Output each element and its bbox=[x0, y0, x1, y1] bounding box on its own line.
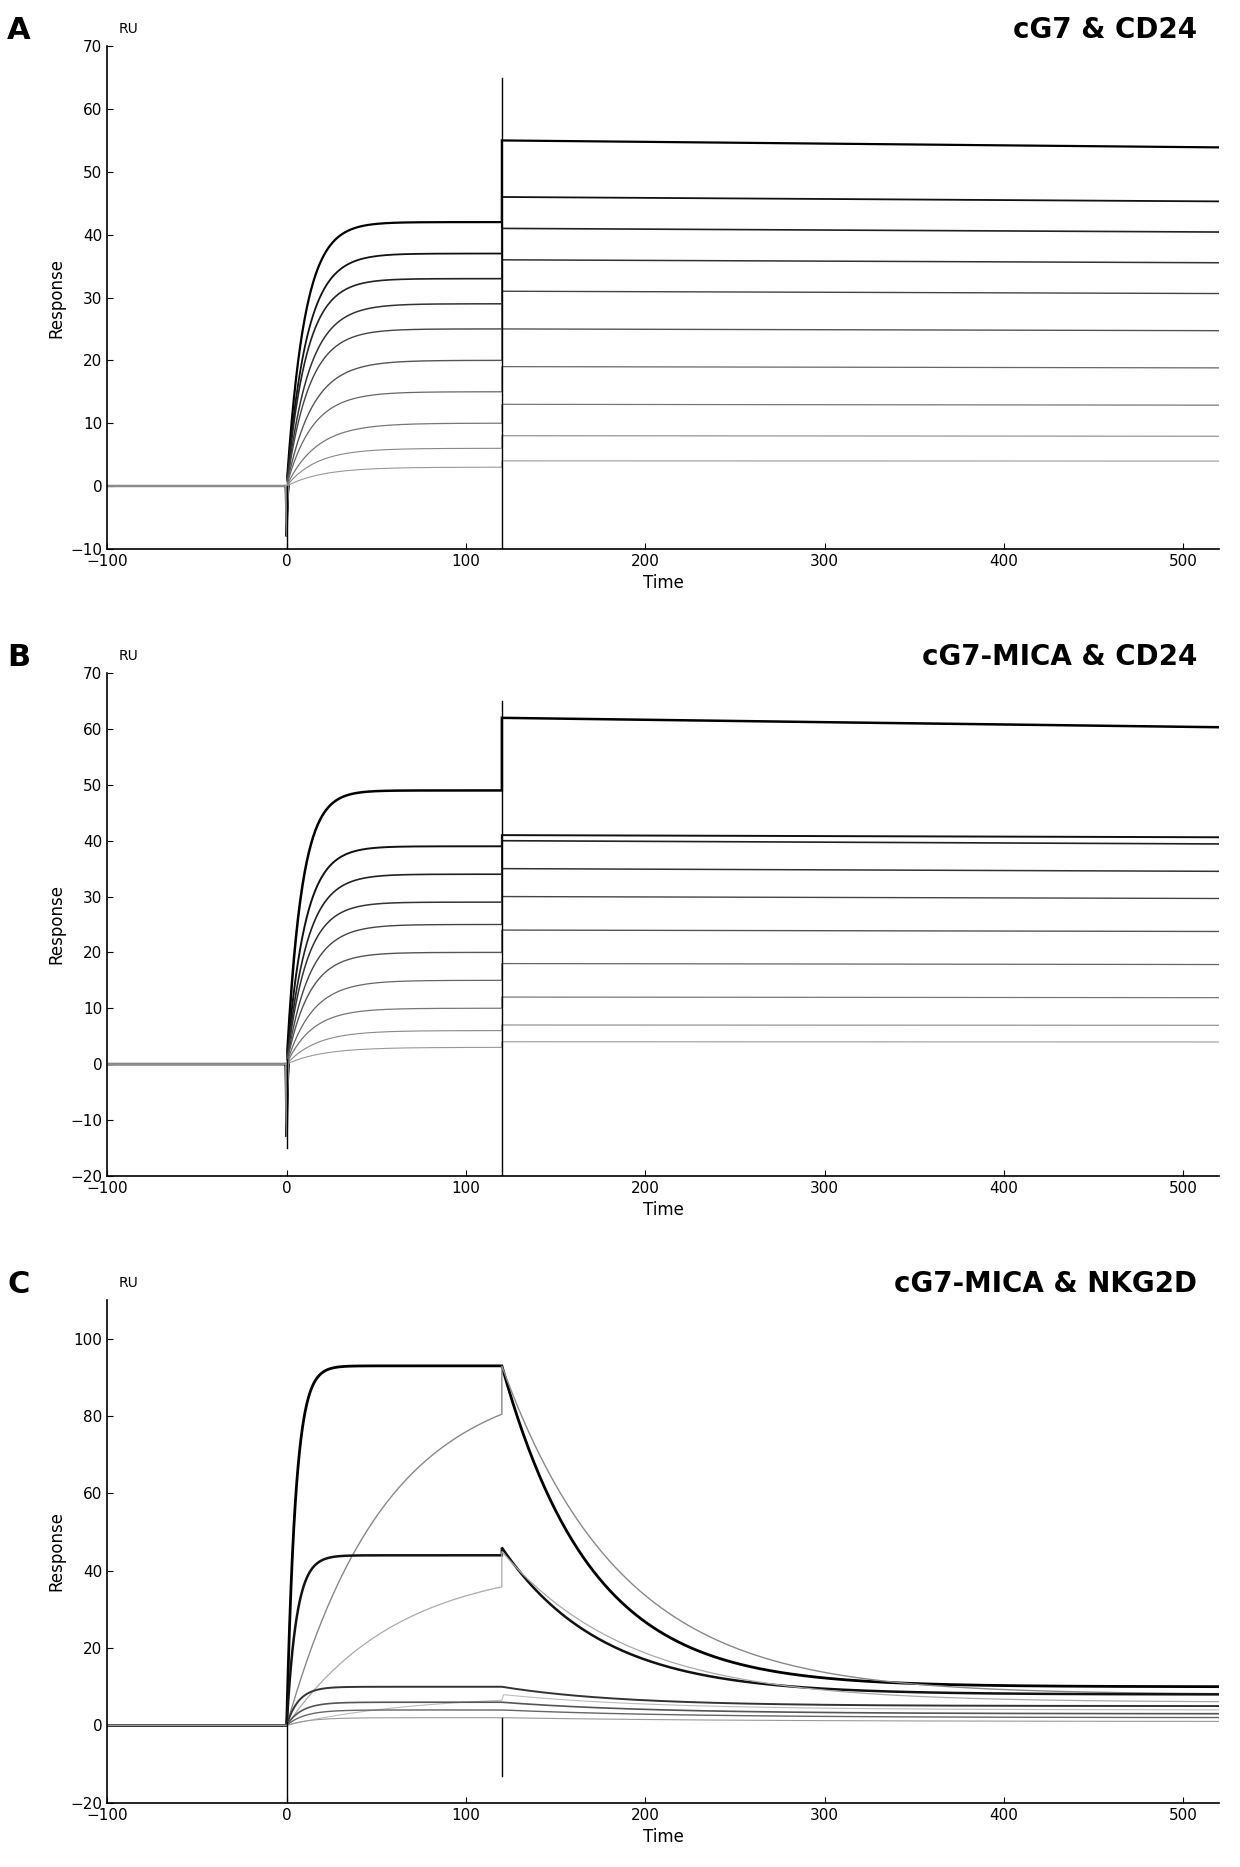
X-axis label: Time: Time bbox=[642, 575, 683, 592]
Y-axis label: Response: Response bbox=[47, 258, 64, 338]
Y-axis label: Response: Response bbox=[47, 885, 64, 965]
Text: cG7-MICA & CD24: cG7-MICA & CD24 bbox=[921, 642, 1197, 670]
Text: A: A bbox=[7, 17, 31, 45]
Text: RU: RU bbox=[119, 22, 138, 35]
Text: RU: RU bbox=[119, 650, 138, 663]
Text: C: C bbox=[7, 1270, 30, 1299]
Text: cG7-MICA & NKG2D: cG7-MICA & NKG2D bbox=[894, 1270, 1197, 1298]
X-axis label: Time: Time bbox=[642, 1828, 683, 1846]
Y-axis label: Response: Response bbox=[47, 1512, 64, 1591]
Text: RU: RU bbox=[119, 1275, 138, 1290]
Text: B: B bbox=[7, 642, 31, 672]
Text: cG7 & CD24: cG7 & CD24 bbox=[1013, 17, 1197, 45]
X-axis label: Time: Time bbox=[642, 1200, 683, 1219]
